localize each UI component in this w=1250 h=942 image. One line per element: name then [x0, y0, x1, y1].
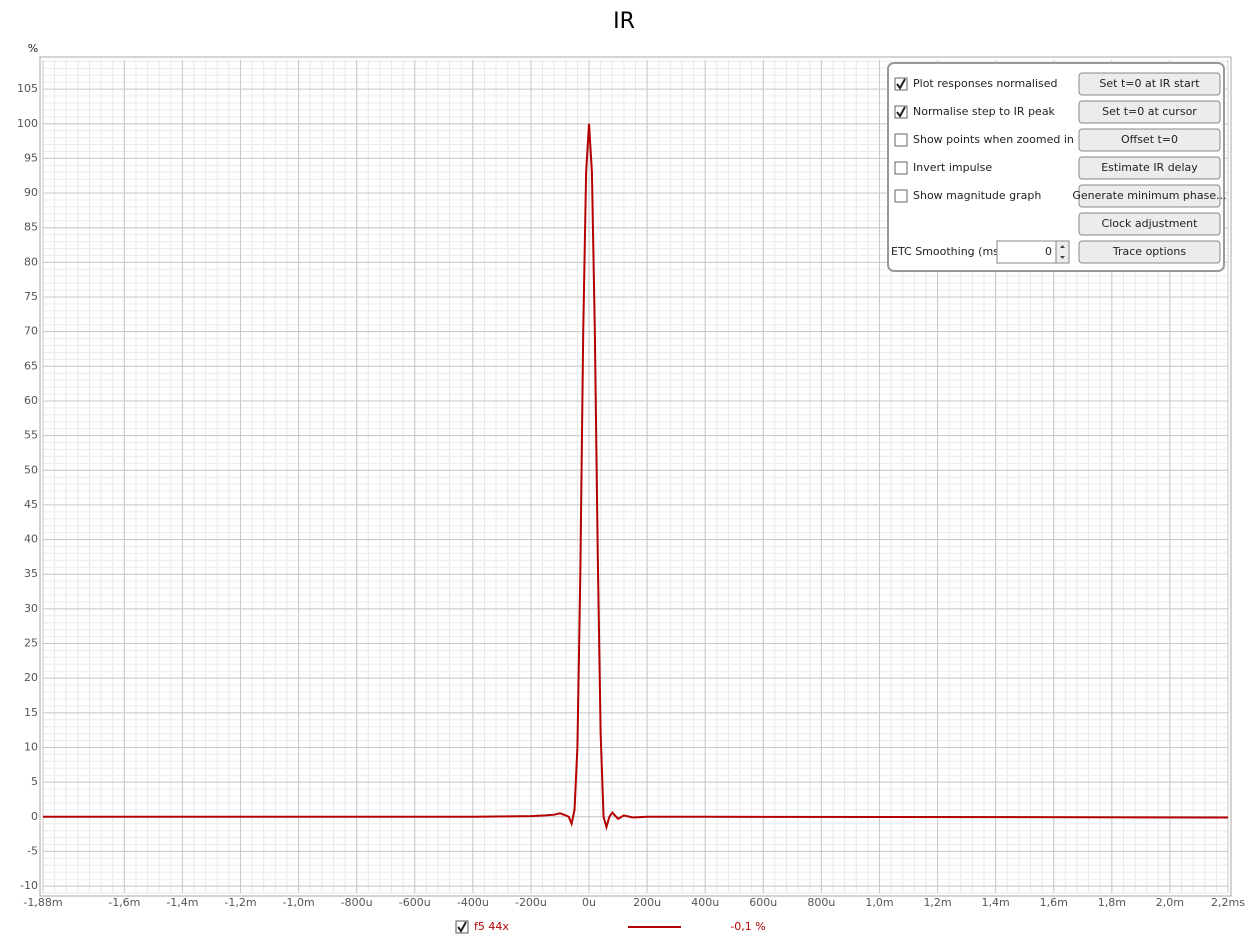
- x-tick-label: -1,2m: [224, 896, 256, 909]
- button[interactable]: [1078, 128, 1221, 152]
- x-tick-label: -400u: [457, 896, 489, 909]
- x-tick-label: 400u: [691, 896, 719, 909]
- x-tick-label: 1,2m: [923, 896, 951, 909]
- checkbox-label: Normalise step to IR peak: [913, 105, 1056, 118]
- x-tick-label: 0u: [582, 896, 596, 909]
- x-tick-label: 200u: [633, 896, 661, 909]
- button-label: Estimate IR delay: [1101, 161, 1198, 174]
- x-tick-label: -800u: [341, 896, 373, 909]
- x-tick-label: -200u: [515, 896, 547, 909]
- y-tick-label: 55: [24, 429, 38, 442]
- x-tick-label: -1,6m: [108, 896, 140, 909]
- button-label: Set t=0 at IR start: [1099, 77, 1200, 90]
- smoothing-label: ETC Smoothing (ms):: [891, 245, 1007, 258]
- y-tick-label: 95: [24, 151, 38, 164]
- y-tick-label: 25: [24, 637, 38, 650]
- button-label: Set t=0 at cursor: [1102, 105, 1197, 118]
- checkmark: [896, 78, 906, 90]
- x-tick-label: 2,0m: [1156, 896, 1184, 909]
- x-tick-label: 2,2ms: [1211, 896, 1245, 909]
- smoothing-value: 0: [1045, 245, 1052, 258]
- legend-readout: -0,1 %: [730, 920, 765, 933]
- y-tick-label: 10: [24, 740, 38, 753]
- x-tick-label: -1,0m: [282, 896, 314, 909]
- y-tick-label: 65: [24, 359, 38, 372]
- y-tick-label: 15: [24, 706, 38, 719]
- x-tick-label: -1,88m: [23, 896, 62, 909]
- button-label: Generate minimum phase...: [1072, 189, 1226, 202]
- y-tick-label: 5: [31, 775, 38, 788]
- y-tick-label: 80: [24, 255, 38, 268]
- x-tick-label: 1,4m: [982, 896, 1010, 909]
- x-tick-label: -600u: [399, 896, 431, 909]
- y-tick-label: 20: [24, 671, 38, 684]
- x-tick-label: 600u: [749, 896, 777, 909]
- y-tick-label: 70: [24, 325, 38, 338]
- button[interactable]: [1078, 212, 1221, 236]
- button[interactable]: [1078, 184, 1221, 208]
- checkbox-label: Show points when zoomed in: [913, 133, 1074, 146]
- legend-checkmark: [457, 921, 467, 933]
- y-tick-label: 40: [24, 533, 38, 546]
- button[interactable]: [1078, 100, 1221, 124]
- y-tick-label: 75: [24, 290, 38, 303]
- checkbox-label: Show magnitude graph: [913, 189, 1041, 202]
- button[interactable]: [1078, 240, 1221, 264]
- x-tick-label: 1,6m: [1040, 896, 1068, 909]
- checkbox-label: Plot responses normalised: [913, 77, 1058, 90]
- y-tick-label: 35: [24, 567, 38, 580]
- y-tick-label: 90: [24, 186, 38, 199]
- button[interactable]: [1078, 72, 1221, 96]
- chart-title: IR: [613, 9, 635, 34]
- legend-name: f5 44x: [474, 920, 509, 933]
- checkbox[interactable]: [894, 133, 908, 147]
- y-unit-label: %: [28, 42, 38, 55]
- line-series: [43, 123, 1229, 831]
- button-label: Clock adjustment: [1102, 217, 1199, 230]
- spinner[interactable]: [1055, 240, 1070, 264]
- x-tick-label: 800u: [807, 896, 835, 909]
- y-tick-label: 60: [24, 394, 38, 407]
- plot-frame: [39, 56, 1232, 897]
- button-label: Offset t=0: [1121, 133, 1178, 146]
- checkbox[interactable]: [894, 161, 908, 175]
- y-tick-label: 0: [31, 810, 38, 823]
- y-tick-label: 85: [24, 221, 38, 234]
- x-tick-label: 1,8m: [1098, 896, 1126, 909]
- y-tick-label: 100: [17, 117, 38, 130]
- checkbox[interactable]: [894, 189, 908, 203]
- button-label: Trace options: [1112, 245, 1186, 258]
- x-tick-label: -1,4m: [166, 896, 198, 909]
- y-tick-label: 45: [24, 498, 38, 511]
- checkbox-label: Invert impulse: [913, 161, 992, 174]
- checkmark: [896, 106, 906, 118]
- spinner-arrows: [1060, 245, 1065, 259]
- y-tick-label: 50: [24, 463, 38, 476]
- button[interactable]: [1078, 156, 1221, 180]
- y-tick-label: 105: [17, 82, 38, 95]
- y-tick-label: 30: [24, 602, 38, 615]
- y-tick-label: -5: [27, 844, 38, 857]
- x-tick-label: 1,0m: [865, 896, 893, 909]
- y-tick-label: -10: [20, 879, 38, 892]
